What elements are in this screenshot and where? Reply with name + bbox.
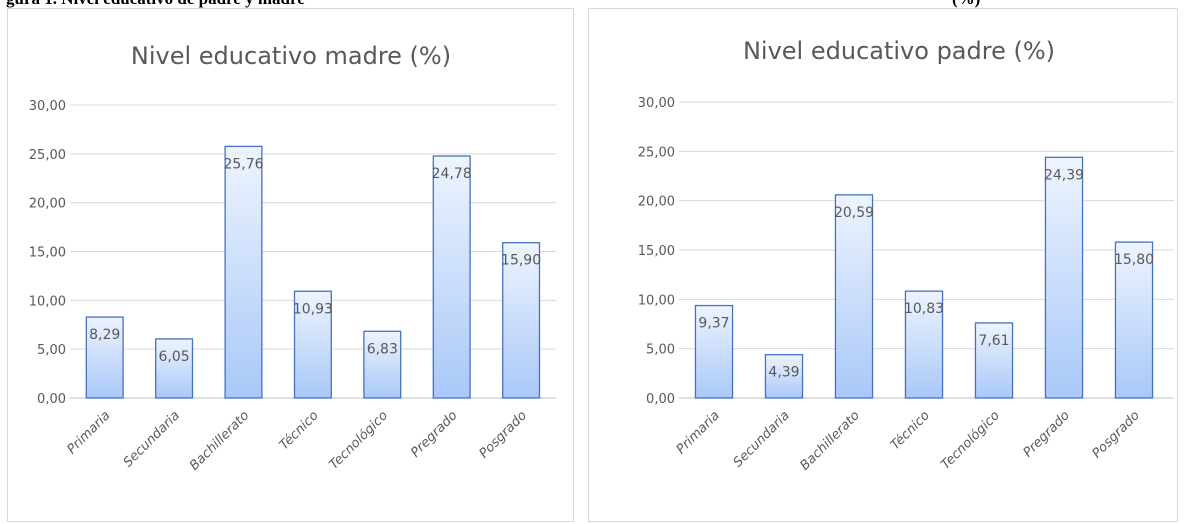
- y-tick-label: 5,00: [37, 343, 66, 358]
- data-label: 8,29: [89, 327, 120, 343]
- category-label: Técnico: [277, 408, 322, 453]
- data-label: 7,61: [978, 333, 1009, 349]
- category-label: Técnico: [888, 408, 933, 453]
- chart-panel-madre: Nivel educativo madre (%) 0,00 5,00 10,00 15…: [7, 8, 574, 522]
- chart-title: Nivel educativo padre (%): [743, 37, 1055, 65]
- category-label: Bachillerato: [187, 408, 252, 473]
- category-label: Pregrado: [1021, 408, 1073, 460]
- y-tick-label: 15,00: [29, 246, 66, 261]
- y-tick-label: 10,00: [29, 294, 66, 309]
- bar: [224, 145, 263, 399]
- y-tick-label: 20,00: [29, 197, 66, 212]
- category-label: Pregrado: [408, 408, 460, 460]
- data-label: 10,83: [904, 301, 944, 317]
- chart-panel-padre: Nivel educativo padre (%) 0,00 5,00 10,00 15…: [588, 8, 1178, 522]
- bar: [1044, 156, 1084, 399]
- bar: [764, 354, 804, 399]
- bar: [432, 155, 471, 399]
- bar: [85, 316, 124, 399]
- figure-caption: gura 1. Nivel educativo de padre y madre…: [0, 0, 1186, 8]
- category-label: Primaria: [64, 408, 113, 457]
- y-tick-label: 5,00: [646, 343, 675, 358]
- chart-title: Nivel educativo madre (%): [131, 42, 451, 70]
- y-tick-label: 25,00: [638, 145, 675, 160]
- bar: [502, 242, 541, 399]
- data-label: 15,80: [1114, 252, 1154, 268]
- category-label: Posgrado: [1090, 408, 1143, 461]
- bar: [904, 290, 944, 399]
- data-label: 10,93: [293, 301, 333, 317]
- bar: [1114, 241, 1154, 399]
- category-label: Posgrado: [477, 408, 530, 461]
- category-label: Secundaria: [121, 408, 183, 470]
- bar: [694, 304, 734, 399]
- caption-left-text: gura 1. Nivel educativo de padre y madre: [6, 0, 305, 8]
- category-label: Tecnológico: [327, 408, 392, 473]
- y-tick-label: 10,00: [638, 293, 675, 308]
- category-label: Tecnológico: [938, 408, 1003, 473]
- data-label: 25,76: [223, 156, 263, 172]
- data-label: 15,90: [501, 253, 541, 269]
- caption-right-text: (%): [952, 0, 980, 8]
- data-label: 6,05: [159, 349, 190, 365]
- y-tick-label: 0,00: [37, 392, 66, 407]
- category-label: Primaria: [674, 408, 723, 457]
- data-label: 4,39: [768, 365, 799, 381]
- bar: [834, 194, 874, 399]
- category-label: Bachillerato: [797, 408, 862, 473]
- bar: [293, 290, 332, 399]
- bar: [155, 338, 194, 399]
- data-label: 24,78: [432, 166, 472, 182]
- y-tick-label: 20,00: [638, 195, 675, 210]
- data-label: 6,83: [367, 341, 398, 357]
- data-label: 20,59: [834, 205, 874, 221]
- data-label: 9,37: [698, 316, 729, 332]
- bar: [974, 322, 1014, 399]
- bar: [363, 330, 402, 399]
- y-tick-label: 25,00: [29, 148, 66, 163]
- category-label: Secundaria: [731, 408, 793, 470]
- y-tick-label: 30,00: [638, 96, 675, 111]
- data-label: 24,39: [1044, 167, 1084, 183]
- y-tick-label: 0,00: [646, 392, 675, 407]
- chart-padre: Nivel educativo padre (%) 0,00 5,00 10,00 15…: [638, 37, 1174, 474]
- chart-madre: Nivel educativo madre (%) 0,00 5,00 10,00 15…: [29, 42, 556, 474]
- y-tick-label: 30,00: [29, 99, 66, 114]
- y-tick-label: 15,00: [638, 244, 675, 259]
